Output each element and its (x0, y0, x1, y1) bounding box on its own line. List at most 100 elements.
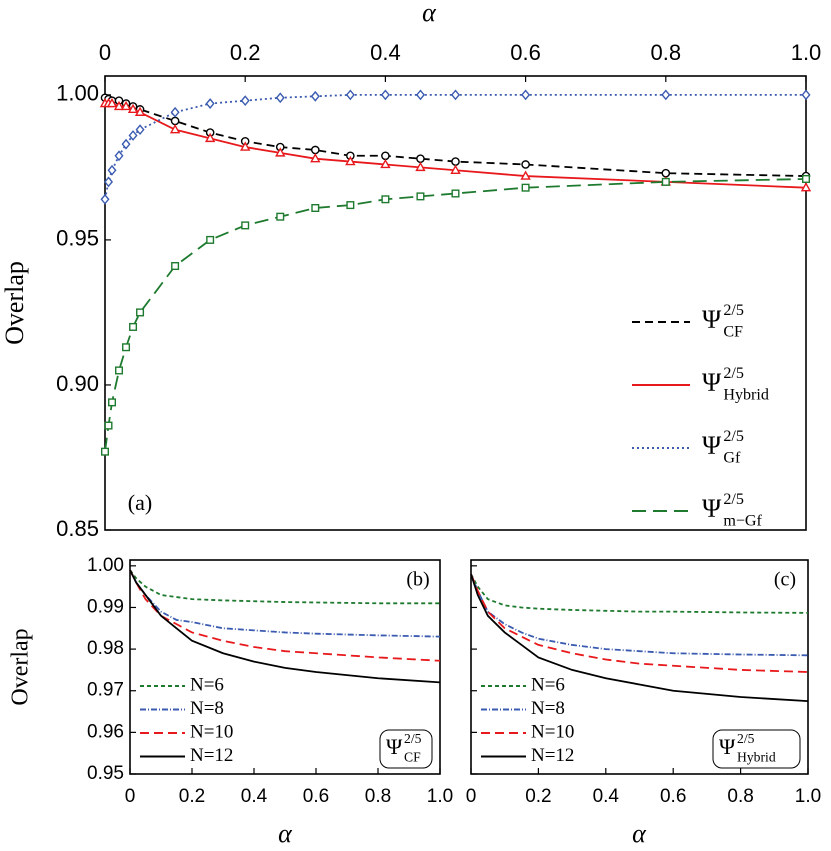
marker (661, 177, 670, 186)
legend-label: N=8 (531, 698, 565, 719)
legend-label: N=10 (531, 721, 574, 742)
x-axis-label: α (422, 0, 437, 27)
y-tick-label: 0.96 (87, 721, 124, 742)
series-line (104, 178, 807, 452)
marker (170, 116, 180, 126)
y-tick-label: 0.99 (87, 596, 124, 617)
x-tick-label: 0.4 (593, 786, 620, 807)
marker (103, 176, 114, 188)
marker (450, 164, 461, 174)
marker (241, 221, 250, 230)
marker (451, 157, 460, 166)
marker (275, 92, 285, 104)
plot-frame (470, 559, 809, 775)
marker (451, 189, 460, 198)
legend-label: N=6 (531, 674, 565, 695)
x-axis-label: α (278, 819, 293, 848)
annotation-box (379, 729, 433, 769)
marker (240, 95, 250, 107)
marker (380, 158, 391, 169)
marker (416, 192, 425, 201)
series-line (470, 573, 809, 673)
marker (275, 147, 286, 157)
marker (450, 89, 461, 101)
marker (521, 183, 530, 192)
marker (661, 168, 671, 178)
marker (115, 366, 124, 375)
x-tick-label: 0.8 (365, 786, 391, 807)
x-axis-label: α (632, 819, 647, 848)
y-axis-label: Overlap (0, 261, 29, 345)
marker (311, 203, 320, 212)
annotation-symbol: Ψ (719, 734, 736, 759)
legend-sub: Gf (723, 450, 741, 467)
marker (106, 97, 118, 108)
y-tick-label: 0.97 (87, 680, 124, 701)
legend-sup: 2/5 (723, 365, 744, 382)
legend-label: N=8 (190, 698, 224, 719)
marker (800, 182, 812, 192)
marker (310, 90, 320, 102)
marker (381, 151, 390, 161)
marker (661, 89, 671, 101)
marker (129, 322, 138, 331)
y-tick-label: 0.95 (56, 226, 99, 251)
marker (802, 174, 811, 183)
marker (171, 262, 180, 271)
marker (310, 153, 321, 163)
marker (136, 308, 145, 317)
marker (521, 89, 531, 101)
marker (801, 89, 811, 101)
legend-label: N=6 (190, 674, 224, 695)
x-tick-label: 0.8 (727, 786, 753, 807)
series-line (129, 569, 441, 662)
marker (104, 421, 113, 430)
marker (310, 145, 320, 155)
y-tick-label: 0.85 (56, 516, 99, 541)
marker (346, 201, 355, 210)
marker (170, 106, 180, 118)
x-tick-label: 0 (466, 786, 477, 807)
marker (345, 155, 356, 166)
annotation-sup: 2/5 (404, 731, 422, 746)
marker (276, 212, 285, 221)
y-tick-label: 1.00 (56, 81, 99, 106)
marker (135, 124, 145, 136)
legend-symbol: Ψ (702, 431, 722, 460)
marker (108, 398, 117, 407)
series-line (105, 102, 807, 189)
annotation-sub: Hybrid (737, 749, 776, 764)
panel-label: (b) (406, 569, 429, 591)
marker (122, 343, 131, 352)
marker (240, 141, 251, 151)
legend-label: N=12 (531, 745, 574, 766)
marker (120, 100, 132, 111)
plot-frame (104, 75, 807, 531)
marker (134, 106, 146, 116)
x-tick-label: 1.0 (427, 786, 453, 807)
x-tick-label: 0.2 (230, 40, 261, 65)
y-tick-label: 1.00 (87, 555, 124, 576)
x-tick-label: 0.6 (303, 786, 329, 807)
marker (416, 154, 425, 163)
x-tick-label: 0.6 (660, 786, 686, 807)
marker (521, 160, 530, 169)
marker (205, 98, 215, 109)
y-tick-label: 0.90 (56, 371, 99, 396)
marker (121, 138, 131, 150)
series-line (129, 569, 440, 605)
panel-label: (c) (774, 569, 796, 591)
legend-symbol: Ψ (702, 305, 722, 334)
annotation-sup: 2/5 (737, 731, 755, 746)
marker (381, 195, 390, 204)
x-tick-label: 0.2 (179, 786, 205, 807)
marker (169, 124, 181, 134)
legend-symbol: Ψ (702, 368, 722, 397)
marker (100, 193, 110, 205)
x-tick-label: 0 (99, 40, 111, 65)
panel-label: (a) (128, 490, 152, 515)
x-tick-label: 0.4 (370, 40, 401, 65)
x-tick-label: 0.6 (510, 40, 541, 65)
y-axis-label: Overlap (8, 628, 34, 705)
